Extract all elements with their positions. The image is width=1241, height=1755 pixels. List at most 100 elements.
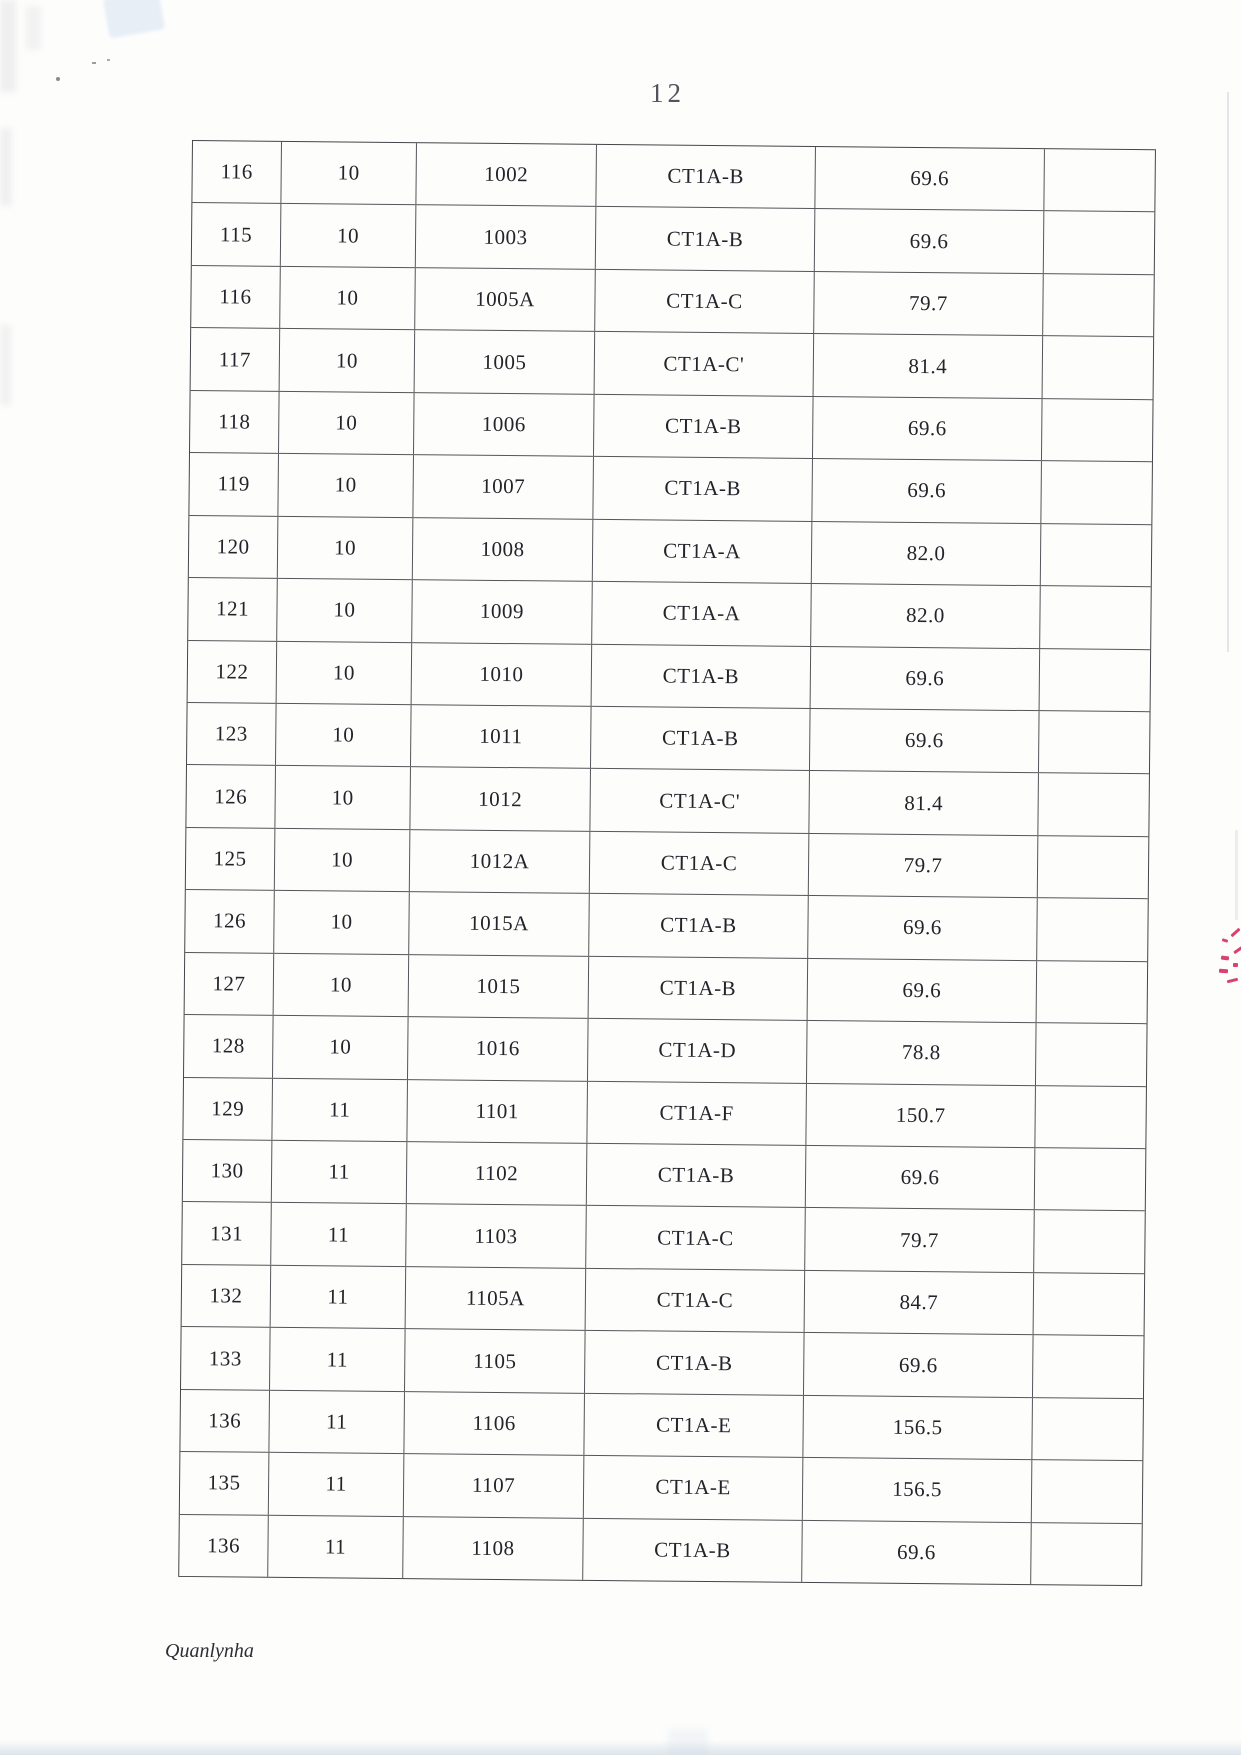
table-cell: 1002 (416, 143, 597, 207)
table-cell: CT1A-F (587, 1081, 807, 1145)
table-cell (1037, 961, 1148, 1023)
scan-artifact-smudge (0, 0, 16, 92)
table-cell: 10 (277, 516, 414, 580)
table-cell: 132 (181, 1264, 272, 1328)
table-cell (1032, 1460, 1143, 1522)
table-cell: 136 (180, 1389, 270, 1452)
table-cell: 131 (182, 1202, 272, 1265)
table-cell: 156.5 (802, 1458, 1033, 1522)
table-cell (1033, 1335, 1144, 1397)
table-row: 132 11 1105A CT1A-C 84.7 (181, 1264, 1145, 1337)
scan-artifact-bottom-band (0, 1740, 1241, 1755)
table-cell: CT1A-C (589, 831, 810, 896)
table-cell (1037, 898, 1148, 960)
table-cell: 11 (270, 1328, 406, 1391)
table-cell: CT1A-C' (594, 332, 815, 396)
table-cell: 10 (276, 641, 413, 705)
table-row: 123 10 1011 CT1A-B 69.6 (186, 702, 1150, 775)
table-cell: 1108 (403, 1516, 584, 1580)
table-row: 136 11 1108 CT1A-B 69.6 (179, 1514, 1142, 1586)
table-row: 120 10 1008 CT1A-A 82.0 (188, 515, 1152, 588)
table-row: 116 10 1002 CT1A-B 69.6 (192, 141, 1155, 213)
table-cell: 118 (190, 390, 280, 454)
footer-signature: Quanlynha (165, 1640, 254, 1662)
table-cell: 1005 (414, 330, 596, 394)
table-cell: 1103 (406, 1204, 587, 1268)
table-cell: 135 (179, 1452, 270, 1515)
table-cell (1043, 336, 1154, 398)
table-cell: 10 (273, 1015, 409, 1079)
table-cell: 10 (277, 578, 413, 642)
table-cell: 10 (278, 391, 415, 455)
red-stamp-mark (1226, 977, 1239, 984)
table-cell (1031, 1523, 1142, 1585)
table-cell: 69.6 (814, 209, 1045, 274)
table-cell: 11 (271, 1140, 408, 1204)
table-row: 135 11 1107 CT1A-E 156.5 (179, 1452, 1143, 1524)
table-cell (1038, 774, 1149, 836)
table-cell: CT1A-B (595, 207, 816, 271)
table-row: 130 11 1102 CT1A-B 69.6 (182, 1139, 1146, 1212)
table-cell: 156.5 (803, 1395, 1033, 1460)
table-cell: 11 (271, 1203, 407, 1266)
table-cell: 10 (280, 204, 417, 268)
table-cell: 1105A (405, 1266, 587, 1331)
table-row: 129 11 1101 CT1A-F 150.7 (183, 1077, 1146, 1150)
table-cell: 10 (276, 703, 412, 767)
table-cell: 69.6 (808, 896, 1038, 960)
table-cell: 81.4 (813, 334, 1044, 398)
table-cell: 1007 (413, 455, 594, 519)
table-cell (1034, 1273, 1145, 1335)
table-row: 116 10 1005A CT1A-C 79.7 (191, 265, 1154, 338)
table-cell: 117 (190, 328, 281, 391)
table-cell: 10 (274, 891, 410, 954)
table-cell: CT1A-B (588, 956, 809, 1021)
red-stamp-mark (1230, 927, 1241, 938)
red-stamp-mark (1220, 955, 1230, 961)
table-cell: 69.6 (802, 1520, 1032, 1585)
apartment-area-table: 116 10 1002 CT1A-B 69.6 115 10 1003 CT1A-B 69.6 11… (178, 140, 1156, 1587)
table-cell: 150.7 (806, 1083, 1036, 1148)
table-cell: CT1A-C (595, 269, 815, 334)
table-cell: 116 (192, 141, 282, 204)
table-cell: 122 (187, 640, 278, 703)
table-cell: CT1A-A (592, 519, 813, 584)
table-cell: 129 (183, 1077, 273, 1140)
table-cell (1040, 649, 1151, 711)
table-cell: 121 (188, 578, 278, 641)
table-cell: CT1A-E (583, 1456, 804, 1520)
table-cell: 78.8 (806, 1021, 1037, 1085)
table-cell: 10 (275, 766, 411, 829)
table-row: 125 10 1012A CT1A-C 79.7 (185, 827, 1149, 900)
table-cell: 11 (268, 1452, 405, 1516)
table-cell: 69.6 (807, 958, 1038, 1023)
table-row: 133 11 1105 CT1A-B 69.6 (181, 1327, 1144, 1399)
table-cell: 123 (187, 702, 277, 766)
table-cell: 1102 (406, 1142, 588, 1206)
table-cell: 79.7 (808, 833, 1039, 898)
scan-artifact-bottom-patch (668, 1729, 708, 1755)
table-cell: 11 (272, 1078, 408, 1142)
scan-artifact-speck (92, 62, 96, 64)
table-cell: 69.6 (805, 1145, 1036, 1210)
table-cell: 1015 (408, 954, 590, 1018)
table-cell (1041, 461, 1152, 523)
table-cell: CT1A-B (584, 1331, 805, 1395)
table-cell: 84.7 (804, 1270, 1035, 1335)
table-cell: CT1A-A (592, 581, 812, 646)
table-cell: CT1A-B (586, 1143, 807, 1208)
table-cell (1036, 1023, 1147, 1085)
table-cell: CT1A-B (583, 1518, 803, 1582)
table-row: 122 10 1010 CT1A-B 69.6 (187, 640, 1151, 713)
scan-artifact-smudge (0, 128, 12, 206)
table-cell: 116 (191, 265, 281, 329)
table-cell (1044, 212, 1155, 274)
table-cell: 1011 (410, 705, 592, 769)
table-cell: 136 (179, 1514, 269, 1577)
scan-artifact-speck (107, 59, 110, 61)
table-cell: 130 (182, 1139, 273, 1203)
table-cell: 69.6 (815, 146, 1045, 211)
table-row: 119 10 1007 CT1A-B 69.6 (189, 453, 1152, 525)
table-cell: 10 (278, 454, 414, 517)
